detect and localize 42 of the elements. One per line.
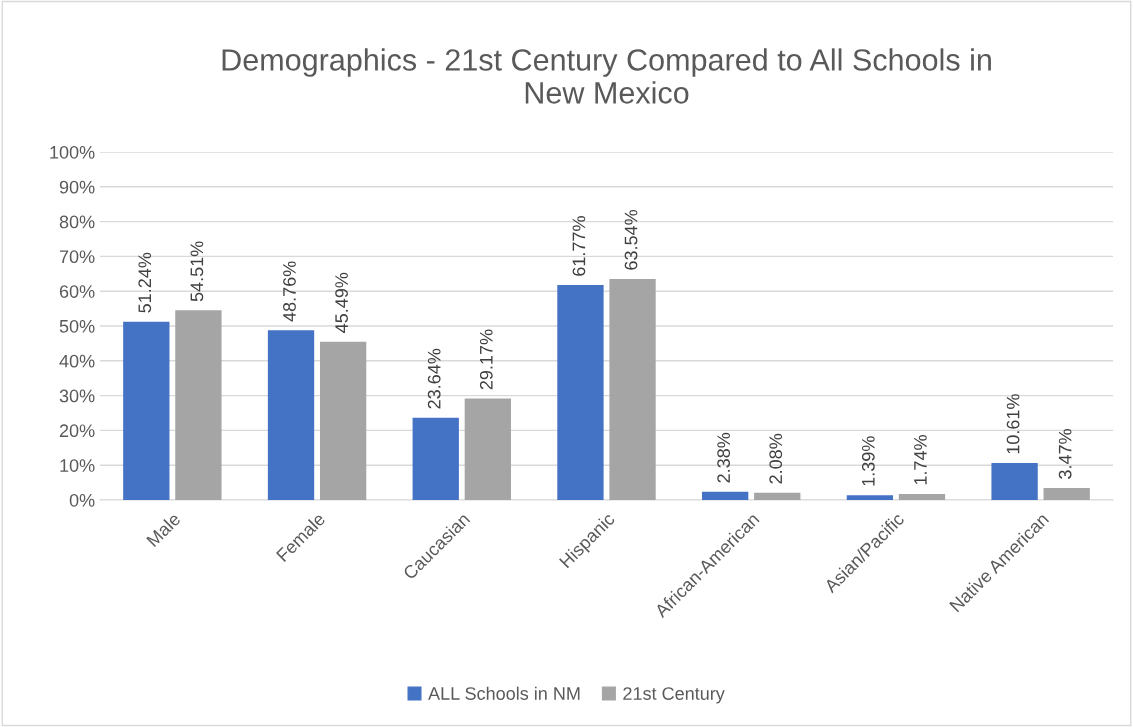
data-label: 10.61% <box>1006 394 1020 454</box>
y-tick-label: 60% <box>59 285 95 298</box>
chart-title: Demographics - 21st Century Compared to All Schools in New Mexico <box>222 48 991 104</box>
y-tick-label: 40% <box>59 354 95 368</box>
data-label: 61.77% <box>572 216 586 276</box>
data-label: 2.08% <box>769 433 783 484</box>
bar <box>557 285 604 500</box>
y-tick-label: 90% <box>59 180 95 194</box>
bar <box>991 463 1038 500</box>
bar <box>898 493 946 500</box>
y-tick-label: 70% <box>59 250 95 264</box>
bar <box>702 491 749 500</box>
bar <box>464 398 511 500</box>
y-tick-label: 0% <box>69 493 95 507</box>
y-tick-label: 80% <box>59 215 95 229</box>
bar <box>267 330 315 500</box>
bar <box>319 341 367 500</box>
bar <box>412 417 459 500</box>
data-label: 3.47% <box>1058 429 1072 479</box>
data-label: 54.51% <box>190 241 204 302</box>
data-label: 23.64% <box>427 348 441 409</box>
legend-label: ALL Schools in NM <box>428 686 580 700</box>
y-tick-label: 100% <box>50 145 95 159</box>
data-label: 29.17% <box>479 329 493 390</box>
data-label: 63.54% <box>624 209 638 270</box>
bar <box>609 278 656 500</box>
bar <box>1043 487 1090 500</box>
data-label: 48.76% <box>283 261 296 322</box>
bar <box>754 492 801 500</box>
data-label: 2.38% <box>717 432 731 483</box>
data-label: 51.24% <box>138 252 152 313</box>
y-tick-label: 10% <box>60 459 95 472</box>
bar <box>846 495 894 500</box>
data-label: 1.39% <box>861 436 875 486</box>
data-label: 1.74% <box>914 435 927 485</box>
data-label: 45.49% <box>335 272 348 333</box>
legend-label: 21st Century <box>623 687 725 704</box>
bar <box>123 321 170 500</box>
bar <box>175 310 222 500</box>
y-tick-label: 30% <box>59 389 95 403</box>
y-tick-label: 20% <box>59 424 95 438</box>
y-tick-label: 50% <box>59 319 95 333</box>
